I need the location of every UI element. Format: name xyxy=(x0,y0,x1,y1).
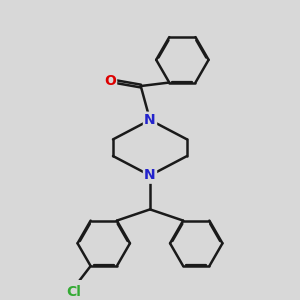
Text: Cl: Cl xyxy=(66,285,81,299)
Text: O: O xyxy=(104,74,116,88)
Text: N: N xyxy=(144,169,156,182)
Text: N: N xyxy=(144,113,156,127)
